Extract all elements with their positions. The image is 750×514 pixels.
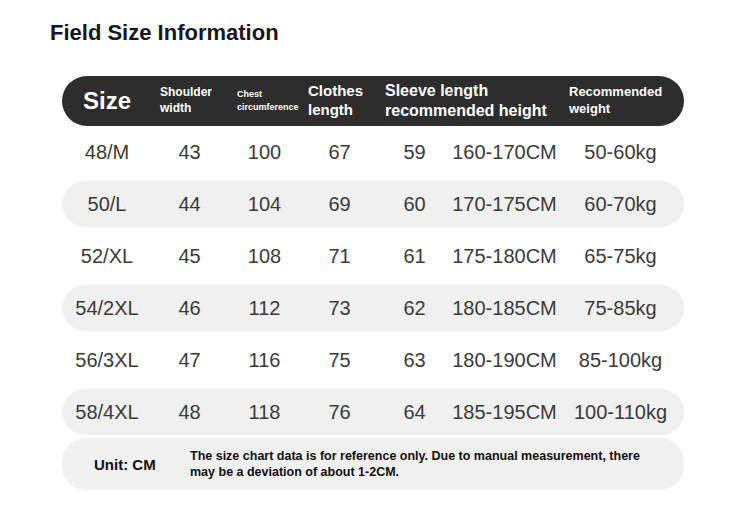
footer-note: The size chart data is for reference onl… — [190, 448, 640, 480]
cell-weight: 60-70kg — [557, 193, 684, 216]
header-shoulder-width: Shoulder width — [152, 85, 227, 116]
size-chart-table: Size Shoulder width Chest circumference … — [62, 76, 684, 490]
cell-sleeve: 62 — [377, 297, 452, 320]
cell-weight: 100-110kg — [557, 401, 684, 424]
cell-shoulder: 46 — [152, 297, 227, 320]
cell-sleeve: 63 — [377, 349, 452, 372]
cell-clothes: 67 — [302, 141, 377, 164]
cell-height: 175-180CM — [452, 245, 557, 268]
header-chest-circumference: Chest circumference — [227, 88, 302, 115]
cell-size: 54/2XL — [62, 297, 152, 320]
header-sleeve-length-recommended-height: Sleeve length recommended height — [377, 81, 557, 121]
header-clothes-length: Clothes length — [302, 82, 377, 120]
table-row: 54/2XL 46 112 73 62 180-185CM 75-85kg — [62, 285, 684, 331]
cell-size: 52/XL — [62, 245, 152, 268]
cell-clothes: 76 — [302, 401, 377, 424]
cell-size: 56/3XL — [62, 349, 152, 372]
cell-shoulder: 44 — [152, 193, 227, 216]
cell-weight: 50-60kg — [557, 141, 684, 164]
cell-size: 48/M — [62, 141, 152, 164]
cell-weight: 85-100kg — [557, 349, 684, 372]
table-header-row: Size Shoulder width Chest circumference … — [62, 76, 684, 126]
cell-chest: 104 — [227, 193, 302, 216]
cell-chest: 100 — [227, 141, 302, 164]
cell-shoulder: 47 — [152, 349, 227, 372]
cell-weight: 75-85kg — [557, 297, 684, 320]
cell-sleeve: 59 — [377, 141, 452, 164]
header-recommended-weight: Recommended weight — [557, 84, 684, 118]
cell-height: 180-185CM — [452, 297, 557, 320]
header-size: Size — [62, 87, 152, 115]
cell-size: 50/L — [62, 193, 152, 216]
cell-chest: 116 — [227, 349, 302, 372]
unit-label: Unit: CM — [62, 456, 190, 473]
page-title: Field Size Information — [50, 20, 279, 46]
cell-clothes: 69 — [302, 193, 377, 216]
cell-chest: 108 — [227, 245, 302, 268]
cell-chest: 112 — [227, 297, 302, 320]
cell-shoulder: 43 — [152, 141, 227, 164]
cell-sleeve: 61 — [377, 245, 452, 268]
cell-sleeve: 60 — [377, 193, 452, 216]
cell-height: 180-190CM — [452, 349, 557, 372]
table-row: 50/L 44 104 69 60 170-175CM 60-70kg — [62, 181, 684, 227]
cell-shoulder: 48 — [152, 401, 227, 424]
cell-clothes: 75 — [302, 349, 377, 372]
cell-height: 160-170CM — [452, 141, 557, 164]
table-row: 52/XL 45 108 71 61 175-180CM 65-75kg — [62, 230, 684, 282]
cell-size: 58/4XL — [62, 401, 152, 424]
table-row: 56/3XL 47 116 75 63 180-190CM 85-100kg — [62, 334, 684, 386]
table-row: 48/M 43 100 67 59 160-170CM 50-60kg — [62, 126, 684, 178]
cell-weight: 65-75kg — [557, 245, 684, 268]
table-footer: Unit: CM The size chart data is for refe… — [62, 438, 684, 490]
cell-height: 170-175CM — [452, 193, 557, 216]
cell-chest: 118 — [227, 401, 302, 424]
cell-clothes: 73 — [302, 297, 377, 320]
table-row: 58/4XL 48 118 76 64 185-195CM 100-110kg — [62, 389, 684, 435]
cell-height: 185-195CM — [452, 401, 557, 424]
cell-sleeve: 64 — [377, 401, 452, 424]
cell-clothes: 71 — [302, 245, 377, 268]
cell-shoulder: 45 — [152, 245, 227, 268]
